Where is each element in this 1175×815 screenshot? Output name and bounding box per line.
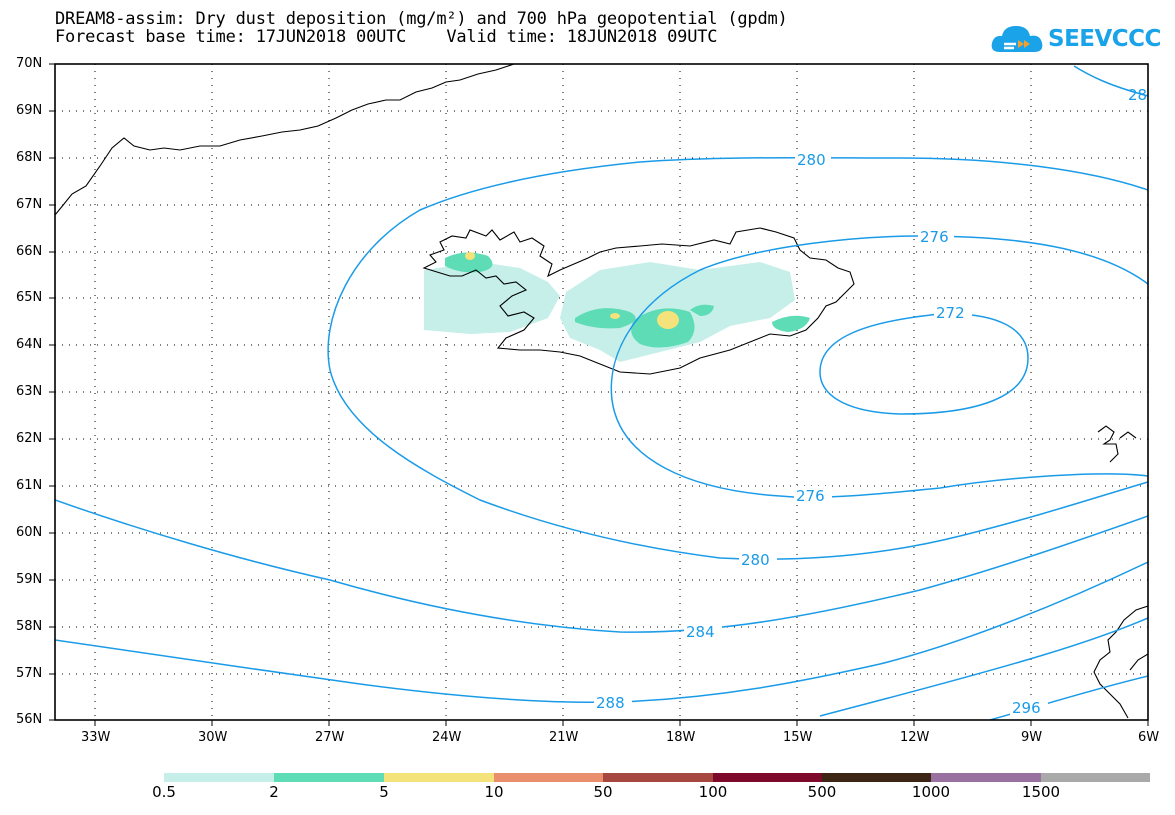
contour-label-284: 284: [686, 623, 715, 641]
contour-label-280-top: 280: [797, 151, 826, 169]
lat-label-61n: 61N: [16, 478, 43, 493]
lat-label-58n: 58N: [16, 619, 43, 634]
contour-label-272: 272: [936, 304, 965, 322]
dust-area-nw-green: [445, 252, 493, 273]
legend-swatch: [1041, 773, 1150, 782]
logo-text: SEEVCCC: [1048, 26, 1161, 52]
lat-label-57n: 57N: [16, 666, 43, 681]
contour-label-28-corner: 28: [1128, 86, 1147, 104]
contour-296: [989, 675, 1148, 720]
iceland-coastline: [422, 227, 855, 375]
grid-lines: [55, 64, 1148, 720]
legend-swatch: [603, 773, 713, 782]
contour-label-276-top: 276: [920, 228, 949, 246]
contour-label-288: 288: [596, 694, 625, 712]
greenland-coastline: [55, 64, 515, 216]
contour-label-276-bottom: 276: [796, 487, 825, 505]
contour-284: [55, 499, 1148, 633]
legend-label: 10: [484, 783, 504, 801]
dust-area-yellow-2: [610, 313, 620, 319]
contour-292: [819, 617, 1148, 717]
dust-area-green-1: [575, 308, 636, 329]
dust-area-yellow-1: [657, 311, 679, 329]
lat-label-70n: 70N: [16, 56, 43, 71]
legend-swatch: [164, 773, 274, 782]
legend-label: 1500: [1021, 783, 1061, 801]
contour-288: [55, 561, 1148, 704]
scotland-coastline: [1093, 605, 1148, 719]
dust-area-yellow-3: [465, 252, 475, 260]
legend-label: 500: [807, 783, 837, 801]
lat-label-64n: 64N: [16, 337, 43, 352]
cloud-icon: [991, 26, 1043, 52]
lat-label-63n: 63N: [16, 384, 43, 399]
lat-label-68n: 68N: [16, 150, 43, 165]
lat-label-60n: 60N: [16, 525, 43, 540]
contour-280: [327, 156, 1148, 560]
lon-label-18w: 18W: [666, 730, 696, 745]
legend-label: 5: [379, 783, 389, 801]
faroe-islands: [1097, 425, 1137, 463]
legend-swatch: [931, 773, 1041, 782]
lon-label-12w: 12W: [900, 730, 930, 745]
legend-label: 50: [593, 783, 613, 801]
lon-label-9w: 9W: [1021, 730, 1043, 745]
legend-swatch: [494, 773, 603, 782]
coastlines: [55, 64, 1148, 719]
legend-label: 0.5: [152, 783, 176, 801]
lat-label-56n: 56N: [16, 712, 43, 727]
lat-label-59n: 59N: [16, 572, 43, 587]
lon-label-24w: 24W: [432, 730, 462, 745]
lon-label-33w: 33W: [81, 730, 111, 745]
dust-area-green-3: [772, 315, 810, 332]
contour-labels: 280 276 272 276 280 284 288 296 28: [594, 86, 1147, 717]
dust-area-green-4: [690, 304, 714, 316]
lat-label-67n: 67N: [16, 197, 43, 212]
lat-label-66n: 66N: [16, 244, 43, 259]
lat-label-65n: 65N: [16, 290, 43, 305]
legend-swatch: [274, 773, 384, 782]
forecast-time-line: Forecast base time: 17JUN2018 00UTC Vali…: [55, 27, 718, 47]
legend-swatch: [384, 773, 494, 782]
lon-label-27w: 27W: [315, 730, 345, 745]
contour-272: [819, 313, 1029, 415]
contour-label-296: 296: [1012, 699, 1041, 717]
legend-swatch: [713, 773, 822, 782]
seevccc-logo: SEEVCCC: [990, 22, 1161, 56]
legend-label: 100: [698, 783, 728, 801]
geopotential-contours: [55, 65, 1148, 720]
map-title: DREAM8-assim: Dry dust deposition (mg/m²…: [55, 9, 788, 29]
dust-area-west: [424, 262, 560, 334]
contour-label-280-bottom: 280: [741, 551, 770, 569]
lon-label-15w: 15W: [783, 730, 813, 745]
dust-deposition-shading: [424, 252, 810, 362]
contour-284-corner: [1073, 65, 1148, 97]
legend-label: 2: [269, 783, 279, 801]
lat-label-62n: 62N: [16, 431, 43, 446]
lon-label-21w: 21W: [549, 730, 579, 745]
lon-label-30w: 30W: [198, 730, 228, 745]
lon-label-6w: 6W: [1138, 730, 1160, 745]
legend-swatch: [822, 773, 931, 782]
lat-label-69n: 69N: [16, 103, 43, 118]
axis-ticks: [49, 63, 1149, 726]
legend-label: 1000: [911, 783, 951, 801]
